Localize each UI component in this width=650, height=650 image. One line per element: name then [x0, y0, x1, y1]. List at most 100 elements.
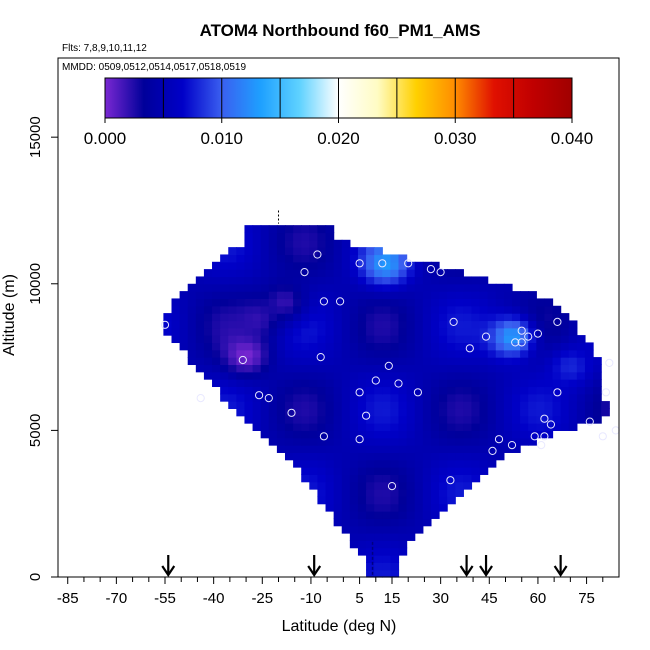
- heatmap-cell: [495, 437, 505, 446]
- heatmap-cell: [406, 291, 416, 300]
- heatmap-cell: [576, 342, 586, 351]
- heatmap-cell: [495, 401, 505, 409]
- heatmap-cell: [301, 393, 310, 402]
- heatmap-cell: [390, 298, 400, 307]
- heatmap-cell: [382, 291, 391, 300]
- heatmap-cell: [309, 437, 319, 446]
- heatmap-cell: [374, 364, 383, 373]
- heatmap-cell: [228, 254, 237, 263]
- heatmap-cell: [511, 423, 521, 431]
- heatmap-cell: [487, 371, 497, 380]
- heatmap-cell: [406, 511, 416, 519]
- heatmap-cell: [471, 459, 481, 468]
- heatmap-cell: [301, 467, 310, 475]
- heatmap-cell: [430, 357, 440, 366]
- data-point: [426, 265, 435, 274]
- heatmap-cell: [447, 276, 456, 285]
- heatmap-cell: [463, 371, 473, 380]
- heatmap-cell: [374, 276, 383, 285]
- dates-note: MMDD: 0509,0512,0514,0517,0518,0519: [62, 62, 246, 73]
- heatmap-cell: [479, 401, 489, 409]
- heatmap-cell: [341, 342, 351, 351]
- heatmap-cell: [317, 291, 327, 300]
- heatmap-cell: [463, 313, 473, 322]
- heatmap-cell: [317, 415, 327, 424]
- data-point: [540, 414, 549, 423]
- heatmap-cell: [430, 349, 440, 358]
- heatmap-cell: [560, 357, 570, 366]
- heatmap-cell: [293, 423, 302, 431]
- heatmap-cell: [447, 430, 456, 439]
- heatmap-cell: [455, 386, 464, 395]
- data-point: [446, 476, 455, 485]
- heatmap-cell: [366, 540, 375, 549]
- heatmap-cell: [284, 401, 294, 409]
- heatmap-cell: [333, 269, 343, 278]
- heatmap-cell: [430, 408, 440, 417]
- heatmap-cell: [398, 298, 408, 307]
- heatmap-cell: [341, 313, 351, 322]
- heatmap-cell: [341, 371, 351, 380]
- heatmap-cell: [317, 437, 327, 446]
- heatmap-cell: [357, 496, 367, 505]
- heatmap-cell: [301, 342, 310, 351]
- heatmap-cell: [414, 313, 424, 322]
- heatmap-cell: [195, 298, 205, 307]
- heatmap-cell: [414, 305, 424, 314]
- heatmap-cell: [414, 423, 424, 431]
- arrow-head: [479, 565, 493, 577]
- heatmap-cell: [163, 327, 173, 336]
- heatmap-cell: [422, 481, 432, 490]
- heatmap-cell: [284, 261, 294, 270]
- heatmap-cell: [195, 291, 205, 300]
- heatmap-cell: [366, 518, 375, 527]
- heatmap-cell: [268, 349, 278, 358]
- heatmap-cell: [593, 371, 602, 380]
- heatmap-cell: [447, 452, 456, 461]
- heatmap-cell: [528, 327, 537, 336]
- data-point: [507, 441, 517, 450]
- data-point: [378, 259, 387, 268]
- colorbar-tick-label: 0.040: [551, 129, 594, 148]
- y-tick-label: 10000: [27, 263, 44, 305]
- heatmap-cell: [293, 247, 302, 256]
- heatmap-cell: [406, 298, 416, 307]
- heatmap-cell: [325, 364, 335, 373]
- heatmap-cell: [276, 364, 286, 373]
- heatmap-cell: [439, 371, 448, 380]
- heatmap-cell: [268, 254, 278, 263]
- heatmap-cell: [511, 371, 521, 380]
- heatmap-cell: [479, 393, 489, 402]
- heatmap-cell: [576, 364, 586, 373]
- heatmap-cell: [495, 283, 505, 292]
- heatmap-cell: [422, 313, 432, 322]
- heatmap-cell: [528, 379, 537, 388]
- heatmap-cell: [309, 357, 319, 366]
- heatmap-cell: [366, 437, 375, 446]
- heatmap-cell: [341, 357, 351, 366]
- data-point: [255, 391, 264, 400]
- heatmap-cell: [284, 371, 294, 380]
- heatmap-cell: [390, 445, 400, 453]
- heatmap-cell: [309, 342, 319, 351]
- heatmap-cell: [520, 379, 529, 388]
- heatmap-cell: [228, 371, 237, 380]
- heatmap-cell: [560, 327, 570, 336]
- heatmap-cell: [341, 518, 351, 527]
- heatmap-cell: [293, 261, 302, 270]
- heatmap-cell: [220, 393, 229, 402]
- heatmap-cell: [179, 313, 189, 322]
- heatmap-cell: [309, 283, 319, 292]
- heatmap-cell: [463, 467, 473, 475]
- heatmap-cell: [317, 283, 327, 292]
- heatmap-cell: [244, 276, 254, 285]
- heatmap-cell: [447, 327, 456, 336]
- heatmap-cell: [503, 423, 513, 431]
- heatmap-cell: [366, 298, 375, 307]
- heatmap-cell: [511, 298, 521, 307]
- heatmap-cell: [520, 327, 529, 336]
- heatmap-cell: [341, 452, 351, 461]
- heatmap-cell: [390, 327, 400, 336]
- heatmap-cell: [471, 415, 481, 424]
- heatmap-cell: [422, 364, 432, 373]
